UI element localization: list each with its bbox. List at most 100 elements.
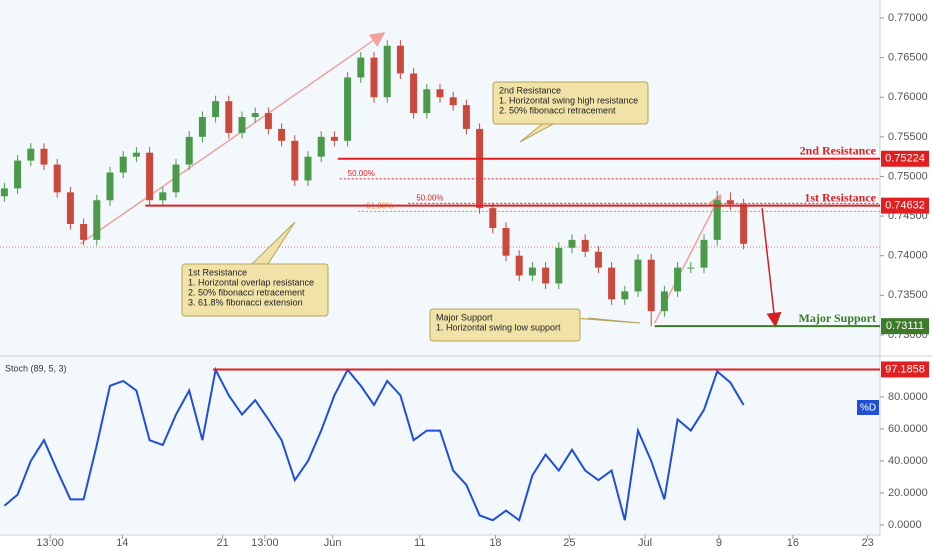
stoch-line: [3, 366, 745, 522]
candle-body: [212, 101, 220, 118]
candle-body: [344, 77, 352, 141]
candle-body: [330, 136, 338, 141]
y-tick-label: 0.75500: [888, 131, 928, 143]
y-tick-label: 0.0000: [888, 519, 922, 531]
level-value: 0.74632: [885, 200, 925, 212]
candle-body: [660, 291, 668, 312]
candle-body: [700, 239, 708, 268]
arrow: [761, 208, 782, 328]
candle-body: [172, 164, 180, 193]
candle-body: [80, 224, 88, 240]
y-tick-label: 20.0000: [888, 487, 928, 499]
callout-line: 2. 50% fibonacci retracement: [499, 105, 616, 115]
candle-body: [291, 140, 299, 181]
fib-label: 50.00%: [416, 194, 443, 203]
y-tick-label: 0.76000: [888, 91, 928, 103]
candle-body: [687, 267, 695, 269]
candle-body: [621, 291, 629, 300]
callout-box: [492, 81, 649, 125]
y-tick-label: 0.75000: [888, 170, 928, 182]
callout-line: 2. 50% fibonacci retracement: [188, 287, 305, 297]
x-tick-label: 11: [414, 537, 425, 549]
callout-title: 2nd Resistance: [499, 85, 561, 95]
callout-line: 1. Horizontal overlap resistance: [188, 277, 314, 287]
candle-body: [515, 255, 523, 276]
level-value: 0.73111: [886, 320, 924, 332]
candle-body: [581, 239, 589, 252]
stoch-level-box: [881, 361, 929, 378]
x-tick-label: 9: [716, 537, 722, 549]
candle-body: [396, 45, 404, 74]
candle-body: [14, 160, 22, 189]
candle-body: [383, 45, 391, 98]
y-tick-label: 60.0000: [888, 423, 928, 435]
x-tick-label: 18: [489, 537, 501, 549]
arrow: [79, 32, 386, 245]
level-value-box: [881, 197, 929, 214]
candle-body: [370, 57, 378, 98]
level-label: 2nd Resistance: [800, 143, 877, 157]
candle-body: [225, 101, 233, 133]
callout-title: 1st Resistance: [188, 267, 247, 277]
candle-body: [489, 208, 497, 228]
y-tick-label: 80.0000: [888, 391, 928, 403]
candle-body: [634, 259, 642, 292]
candle-body: [317, 136, 325, 157]
y-tick-label: 40.0000: [888, 455, 928, 467]
candle-body: [0, 188, 8, 197]
y-tick-label: 0.74000: [888, 250, 928, 262]
callout-line: 1. Horizontal swing low support: [436, 322, 561, 332]
series-label: %D: [860, 403, 876, 414]
candle-body: [647, 259, 655, 312]
candle-body: [608, 267, 616, 300]
level-label: 1st Resistance: [804, 190, 876, 204]
candle-body: [423, 89, 431, 114]
x-tick-label: 13:00: [251, 537, 279, 549]
x-tick-label: 25: [563, 537, 575, 549]
candle-body: [278, 128, 286, 141]
callout-line: 3. 61.8% fibonacci extension: [188, 297, 303, 307]
stoch-title: Stoch (89, 5, 3): [5, 363, 67, 373]
candle-body: [674, 267, 682, 292]
candle-body: [198, 117, 206, 137]
candle-body: [146, 152, 154, 201]
candle-body: [119, 156, 127, 173]
x-tick-label: 23: [862, 537, 874, 549]
candle-body: [106, 172, 114, 201]
candle-body: [568, 239, 576, 248]
candle-body: [93, 200, 101, 240]
callout-line: 1. Horizontal swing high resistance: [499, 95, 638, 105]
candle-body: [502, 227, 510, 256]
candle-body: [528, 267, 536, 276]
candle-body: [476, 128, 484, 209]
y-tick-label: 0.77000: [888, 12, 928, 24]
candle-body: [27, 148, 35, 161]
callout-title: Major Support: [436, 312, 493, 322]
candle-body: [53, 164, 61, 193]
level-value-box: [881, 318, 929, 335]
candle-body: [449, 97, 457, 106]
candle-body: [132, 152, 140, 157]
x-tick-label: 21: [217, 537, 229, 549]
level-value-box: [881, 150, 929, 167]
candle-body: [436, 89, 444, 98]
x-tick-label: 13:00: [36, 537, 64, 549]
candle-body: [726, 200, 734, 205]
fib-label: 50.00%: [348, 169, 375, 178]
candle-body: [66, 192, 74, 225]
candle-body: [542, 267, 550, 284]
candle-body: [462, 105, 470, 129]
candle-body: [410, 73, 418, 114]
candle-body: [594, 251, 602, 268]
callout-box: [429, 308, 581, 342]
candle-body: [555, 247, 563, 284]
x-tick-label: Jun: [324, 537, 342, 549]
y-tick-label: 0.73500: [888, 289, 928, 301]
callout-pointer: [571, 317, 641, 324]
callout-box: [181, 263, 329, 317]
candle-body: [251, 113, 259, 118]
callout-pointer: [251, 221, 296, 265]
